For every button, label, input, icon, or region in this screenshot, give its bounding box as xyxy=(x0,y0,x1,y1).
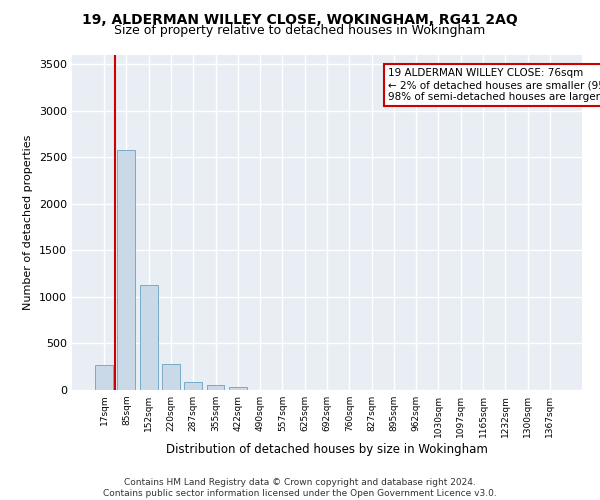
Text: 19, ALDERMAN WILLEY CLOSE, WOKINGHAM, RG41 2AQ: 19, ALDERMAN WILLEY CLOSE, WOKINGHAM, RG… xyxy=(82,12,518,26)
Bar xyxy=(184,382,202,390)
Bar xyxy=(206,385,224,390)
Bar xyxy=(140,285,158,390)
Text: Size of property relative to detached houses in Wokingham: Size of property relative to detached ho… xyxy=(115,24,485,37)
Bar xyxy=(95,365,113,390)
Bar xyxy=(118,150,136,390)
Bar xyxy=(229,386,247,390)
Y-axis label: Number of detached properties: Number of detached properties xyxy=(23,135,34,310)
Bar xyxy=(162,364,180,390)
Text: 19 ALDERMAN WILLEY CLOSE: 76sqm
← 2% of detached houses are smaller (95)
98% of : 19 ALDERMAN WILLEY CLOSE: 76sqm ← 2% of … xyxy=(388,68,600,102)
Text: Contains HM Land Registry data © Crown copyright and database right 2024.
Contai: Contains HM Land Registry data © Crown c… xyxy=(103,478,497,498)
X-axis label: Distribution of detached houses by size in Wokingham: Distribution of detached houses by size … xyxy=(166,442,488,456)
